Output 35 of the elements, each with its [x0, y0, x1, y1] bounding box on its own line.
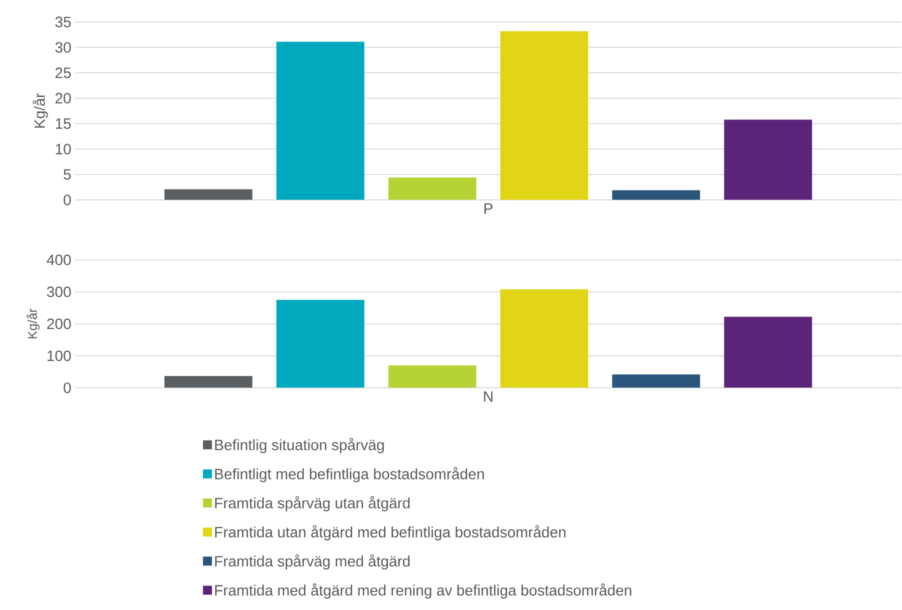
y-tick-label: 100	[48, 350, 71, 362]
x-tick-label: P	[484, 204, 492, 214]
bar	[612, 190, 700, 200]
legend-label: Befintligt med befintliga bostadsområden	[215, 467, 484, 482]
legend-label: Framtida med åtgärd med rening av befintliga bostadsområden	[215, 584, 632, 599]
y-tick-label: 300	[46, 286, 71, 298]
y-axis-title: Kg/år	[26, 308, 40, 338]
x-tick-label: N	[484, 391, 492, 402]
y-tick-label: 0	[64, 194, 71, 206]
legend-label: Befintlig situation spårväg	[215, 438, 384, 454]
y-tick-label: 5	[64, 169, 71, 180]
y-tick-label: 20	[56, 93, 71, 104]
bar	[500, 289, 588, 388]
bar	[612, 374, 700, 388]
y-tick-label: 35	[55, 16, 71, 28]
bar	[164, 189, 252, 200]
legend-label: Framtida spårväg med åtgärd	[215, 554, 410, 570]
y-tick-label: 15	[56, 118, 71, 130]
bar	[388, 366, 476, 388]
legend-label: Framtida spårväg utan åtgärd	[215, 496, 410, 512]
bar	[276, 42, 364, 200]
y-tick-label: 10	[56, 144, 71, 155]
bar	[500, 31, 588, 200]
bar	[724, 316, 812, 388]
y-tick-label: 0	[64, 382, 71, 394]
y-tick-label: 400	[46, 254, 71, 266]
legend-label: Framtida utan åtgärd med befintliga bostadsområden	[215, 525, 566, 541]
bar	[724, 120, 812, 200]
bar	[388, 178, 476, 200]
y-tick-label: 25	[56, 68, 71, 78]
bar	[276, 300, 364, 388]
bar	[164, 376, 252, 388]
y-axis-title: Kg/år	[32, 93, 48, 128]
y-tick-label: 200	[47, 318, 71, 330]
y-tick-label: 30	[55, 42, 71, 53]
